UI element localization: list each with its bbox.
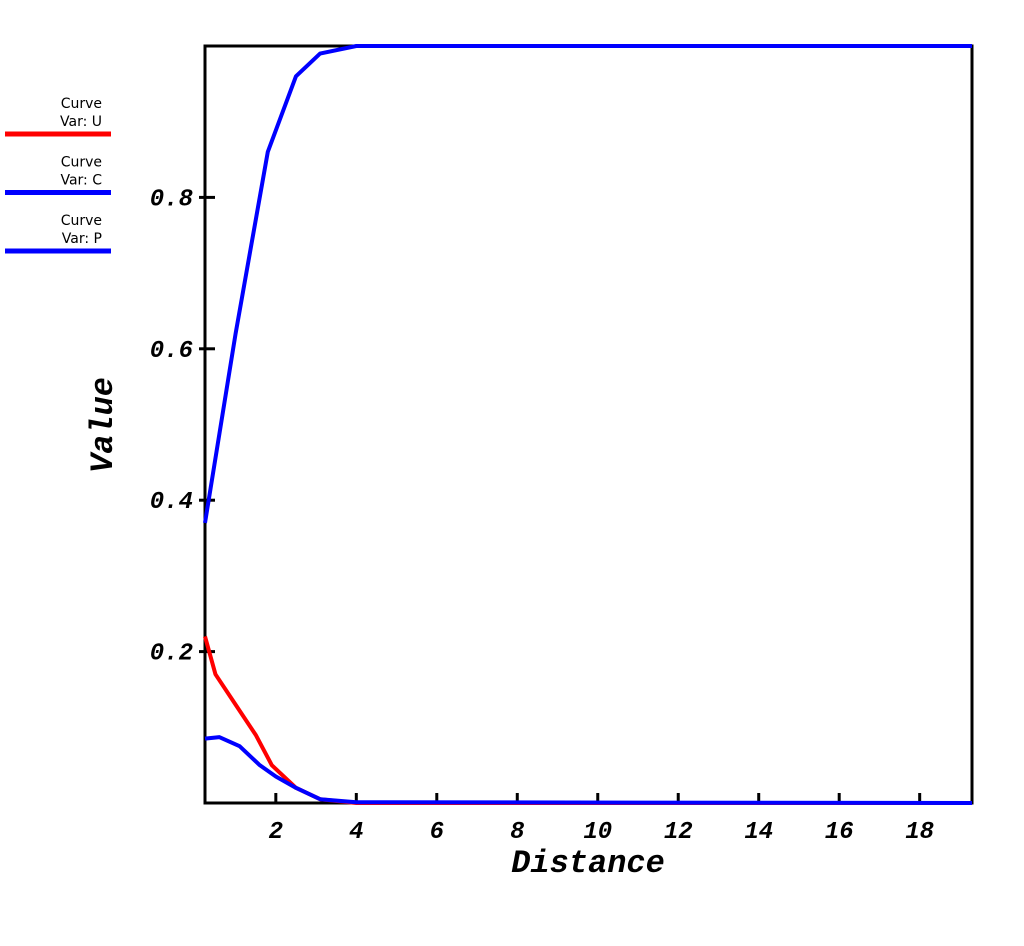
x-tick-label: 8 <box>510 819 524 846</box>
x-tick-label: 18 <box>905 819 934 846</box>
y-tick-label: 0.6 <box>150 338 193 365</box>
x-tick-label: 2 <box>269 819 283 846</box>
legend-label: Var: U <box>60 114 102 130</box>
series-line <box>203 44 972 524</box>
x-tick-label: 6 <box>430 819 444 846</box>
y-axis-label: Value <box>85 377 122 473</box>
x-tick-label: 14 <box>744 819 773 846</box>
series-line <box>203 635 972 805</box>
legend-heading: Curve <box>61 213 102 229</box>
x-axis-label: Distance <box>511 845 665 882</box>
y-tick-label: 0.2 <box>150 641 193 668</box>
legend-label: Var: C <box>60 173 102 189</box>
series-line <box>204 735 973 805</box>
x-tick-label: 12 <box>664 819 693 846</box>
y-tick-label: 0.4 <box>150 489 193 516</box>
legend-label: Var: P <box>62 231 102 247</box>
x-tick-label: 4 <box>349 819 363 846</box>
x-tick-label: 10 <box>583 819 612 846</box>
x-tick-label: 16 <box>825 819 854 846</box>
y-tick-label: 0.8 <box>150 186 193 213</box>
plot-frame <box>203 44 974 805</box>
legend-heading: Curve <box>61 155 102 171</box>
legend-heading: Curve <box>61 96 102 112</box>
